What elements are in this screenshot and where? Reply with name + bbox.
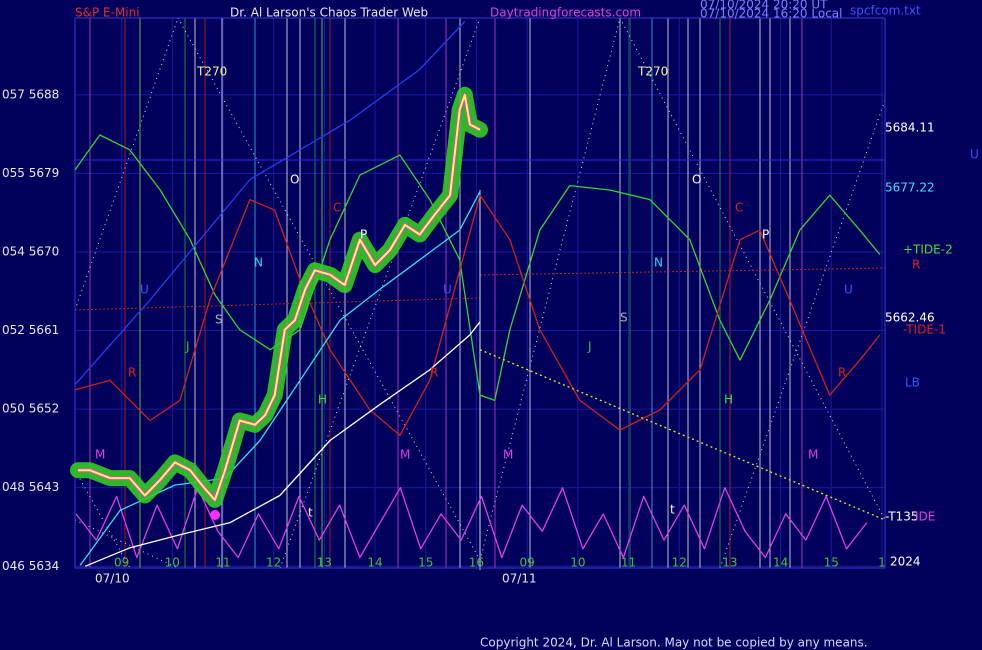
cycle-annotation: U [844,283,853,297]
series-line [479,349,886,521]
cycle-diagonal [177,17,481,561]
copyright: Copyright 2024, Dr. Al Larson. May not b… [480,636,868,650]
cycle-annotation: M [503,448,513,462]
series-line [84,321,481,567]
cycle-annotation: H [318,393,327,407]
right-label: R [912,258,920,272]
x-tick-label: 09 [114,556,129,570]
right-label: IDE [915,510,935,524]
x-tick-label: 11 [621,556,636,570]
cycle-annotation: H [724,393,733,407]
title: Dr. Al Larson's Chaos Trader Web [230,6,428,20]
x-tick-label: 14 [367,556,382,570]
y-tick-label: 052 5661 [2,323,59,337]
right-label: 5662.46 [885,311,935,325]
x-tick-label: 12 [266,556,281,570]
cycle-annotation: U [443,283,452,297]
right-label: -TIDE-1 [903,323,946,337]
timestamp: 07/10/2024 20:20 UT [700,0,828,12]
level-line [74,297,481,311]
cycle-annotation: U [140,283,149,297]
y-tick-label: 054 5670 [2,244,59,258]
series-line [74,21,466,386]
level-line [479,267,886,276]
x-tick-label: 15 [418,556,433,570]
price-line [78,93,481,501]
x-tick-label: 15 [824,556,839,570]
cycle-annotation: N [254,256,263,270]
cycle-annotation: R [430,366,438,380]
cycle-annotation: J [185,340,190,354]
cycle-annotation: T270 [637,65,668,79]
x-tick-label: 10 [570,556,585,570]
cycle-annotation: T270 [196,65,227,79]
source: Daytradingforecasts.com [490,6,641,20]
cycle-annotation: P [762,228,769,242]
y-tick-label: 046 5634 [2,559,59,573]
right-label: 2024 [890,555,921,569]
date-label: 07/10 [95,572,130,586]
x-tick-label: 13 [317,556,332,570]
cycle-annotation: S [620,311,628,325]
cycle-annotation: M [400,448,410,462]
x-tick-label: 13 [722,556,737,570]
y-tick-label: 055 5679 [2,166,59,180]
x-tick-label: 09 [519,556,534,570]
cycle-annotation: N [654,256,663,270]
right-label: 5677.22 [885,181,935,195]
cycle-annotation: P [360,228,367,242]
y-tick-label: 048 5643 [2,480,59,494]
cycle-annotation: S [215,313,223,327]
cycle-annotation: t [670,503,675,517]
cycle-annotation: J [587,340,592,354]
cycle-annotation: C [333,201,341,215]
cycle-annotation: O [692,173,701,187]
pivot-dot [210,510,220,520]
file-name: spcfcom.txt [850,4,921,18]
plot-frame [74,17,886,569]
right-label: LB [905,376,920,390]
cycle-annotation: R [838,366,846,380]
date-label: 07/11 [502,572,537,586]
subtitle: S&P E-Mini [75,6,140,20]
cycle-annotation: O [290,173,299,187]
y-tick-label: 050 5652 [2,402,59,416]
right-label: 5684.11 [885,121,935,135]
timestamp: 07/10/2024 16:20 Local [700,7,842,21]
series-line [74,134,881,402]
x-tick-label: 1 [878,556,886,570]
right-label: +TIDE-2 [903,243,953,257]
x-tick-label: 14 [773,556,788,570]
right-label: -T135 [885,510,918,524]
series-line [74,194,881,436]
cycle-annotation: C [735,201,743,215]
cycle-annotation: t [308,506,313,520]
cycle-annotation: R [128,366,136,380]
y-tick-label: 057 5688 [2,87,59,101]
x-tick-label: 12 [672,556,687,570]
x-tick-label: 16 [469,556,484,570]
right-label: U [970,148,979,162]
x-tick-label: 10 [165,556,180,570]
x-tick-label: 11 [215,556,230,570]
cycle-annotation: M [95,448,105,462]
cycle-annotation: M [808,448,818,462]
series-line [75,487,868,559]
